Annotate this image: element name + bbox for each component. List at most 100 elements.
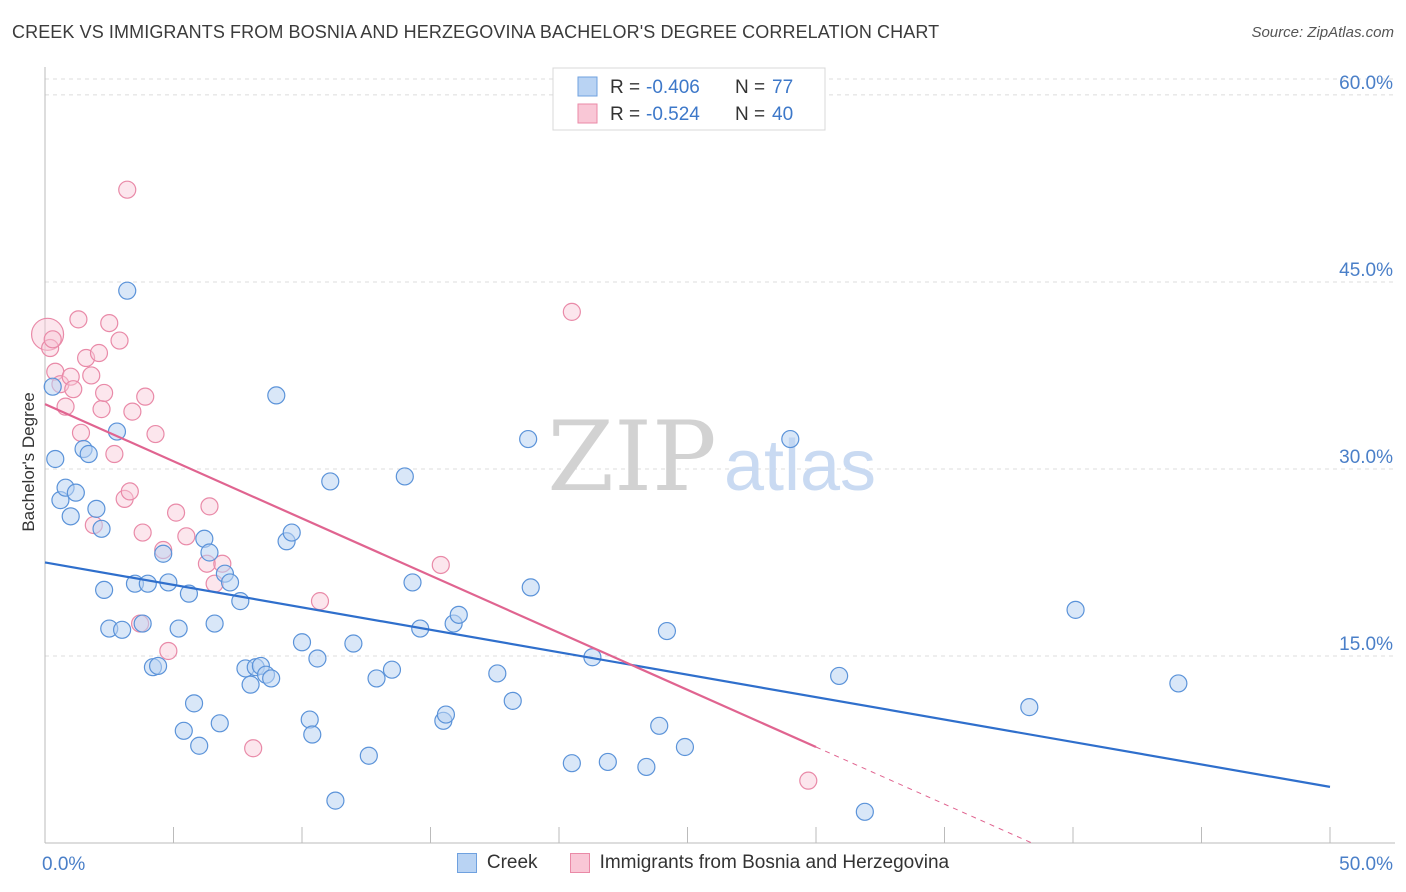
legend-swatch bbox=[456, 853, 477, 873]
point-creek bbox=[118, 281, 137, 300]
legend-n-label-creek: N = bbox=[735, 77, 765, 98]
point-bosnia bbox=[166, 503, 186, 522]
point-creek bbox=[657, 621, 677, 641]
point-bosnia bbox=[244, 739, 263, 758]
point-creek bbox=[292, 633, 312, 652]
legend-swatch bbox=[569, 853, 590, 873]
watermark-zip: ZIP bbox=[547, 401, 716, 513]
legend-top: R = -0.406 N = 77 R = -0.524 N = 40 bbox=[552, 67, 826, 131]
point-creek bbox=[359, 746, 378, 765]
point-creek bbox=[107, 422, 127, 441]
legend-r-label-bosnia: R = bbox=[610, 104, 640, 125]
point-bosnia bbox=[110, 331, 129, 350]
legend-item-bosnia[interactable]: Immigrants from Bosnia and Herzegovina bbox=[569, 852, 950, 874]
point-bosnia bbox=[30, 317, 65, 351]
point-creek bbox=[855, 802, 874, 821]
x-tick-label: 50.0% bbox=[1339, 854, 1393, 875]
point-bosnia bbox=[431, 555, 450, 575]
point-creek bbox=[66, 483, 85, 502]
point-bosnia bbox=[159, 641, 178, 661]
point-bosnia bbox=[200, 497, 219, 516]
point-bosnia bbox=[100, 313, 119, 333]
point-creek bbox=[488, 664, 507, 683]
y-tick-label: 60.0% bbox=[1339, 73, 1393, 94]
point-creek bbox=[637, 757, 656, 777]
point-bosnia bbox=[562, 302, 581, 321]
trend-line-bosnia bbox=[44, 403, 817, 749]
point-creek bbox=[200, 543, 219, 562]
point-creek bbox=[46, 449, 65, 469]
point-creek bbox=[321, 472, 340, 491]
point-bosnia bbox=[105, 444, 124, 464]
trend-lines bbox=[44, 403, 1331, 844]
point-bosnia bbox=[146, 424, 165, 444]
legend-n-label-bosnia: N = bbox=[735, 104, 765, 125]
point-creek bbox=[344, 634, 363, 653]
point-creek bbox=[79, 444, 98, 464]
point-creek bbox=[87, 499, 106, 518]
point-creek bbox=[326, 791, 345, 810]
y-tick-label: 15.0% bbox=[1339, 634, 1393, 655]
legend-swatch-creek bbox=[577, 76, 598, 97]
point-bosnia bbox=[95, 383, 114, 403]
x-tick-label: 0.0% bbox=[42, 854, 85, 875]
point-creek bbox=[148, 656, 168, 676]
point-creek bbox=[395, 467, 414, 486]
watermark-atlas: atlas bbox=[724, 426, 876, 506]
point-creek bbox=[220, 573, 240, 592]
point-creek bbox=[300, 710, 319, 729]
trend-line-bosnia-extension bbox=[815, 746, 1033, 844]
point-creek bbox=[382, 660, 402, 679]
point-creek bbox=[519, 429, 538, 449]
point-bosnia bbox=[92, 400, 111, 419]
legend-r-label-creek: R = bbox=[610, 77, 640, 98]
point-bosnia bbox=[177, 527, 196, 546]
source-label: Source: ZipAtlas.com bbox=[1251, 24, 1394, 41]
point-creek bbox=[521, 578, 540, 597]
point-bosnia bbox=[43, 330, 62, 349]
point-bosnia bbox=[82, 366, 101, 385]
point-bosnia bbox=[799, 771, 818, 790]
point-creek bbox=[241, 675, 260, 694]
legend-n-value-creek: 77 bbox=[772, 77, 793, 98]
point-creek bbox=[403, 573, 422, 592]
legend-r-value-creek: -0.406 bbox=[646, 77, 700, 98]
point-creek bbox=[436, 705, 456, 724]
point-creek bbox=[169, 619, 188, 638]
axes: 15.0% 30.0% 45.0% 60.0% 0.0% 50.0% bbox=[42, 67, 1395, 875]
point-bosnia bbox=[69, 310, 88, 329]
chart-title: CREEK VS IMMIGRANTS FROM BOSNIA AND HERZ… bbox=[12, 22, 940, 42]
point-creek bbox=[133, 614, 152, 633]
point-creek bbox=[282, 523, 301, 542]
legend-item-creek[interactable]: Creek bbox=[456, 852, 538, 874]
point-bosnia bbox=[123, 402, 142, 421]
y-axis-label: Bachelor's Degree bbox=[19, 392, 38, 531]
point-creek bbox=[675, 737, 695, 757]
point-creek bbox=[112, 620, 132, 639]
point-creek bbox=[95, 580, 114, 600]
legend-swatch-bosnia bbox=[577, 103, 598, 124]
point-bosnia bbox=[64, 380, 83, 399]
point-bosnia bbox=[133, 523, 152, 542]
legend-label-bosnia: Immigrants from Bosnia and Herzegovina bbox=[599, 852, 950, 873]
point-creek bbox=[43, 377, 62, 396]
point-creek bbox=[449, 605, 468, 624]
legend-n-value-bosnia: 40 bbox=[772, 104, 793, 125]
y-tick-label: 30.0% bbox=[1339, 447, 1393, 468]
data-points bbox=[30, 180, 1188, 821]
point-creek bbox=[205, 614, 224, 633]
point-creek bbox=[61, 507, 80, 526]
point-bosnia bbox=[310, 592, 330, 611]
point-bosnia bbox=[136, 387, 155, 406]
point-creek bbox=[138, 574, 157, 593]
point-bosnia bbox=[120, 482, 139, 501]
point-creek bbox=[1066, 600, 1085, 619]
legend-r-value-bosnia: -0.524 bbox=[646, 104, 700, 125]
legend-label-creek: Creek bbox=[486, 852, 538, 873]
point-creek bbox=[830, 666, 849, 686]
point-creek bbox=[650, 716, 669, 735]
point-creek bbox=[262, 669, 281, 688]
legend-bottom: Creek Immigrants from Bosnia and Herzego… bbox=[0, 852, 1406, 874]
point-creek bbox=[1020, 698, 1039, 717]
